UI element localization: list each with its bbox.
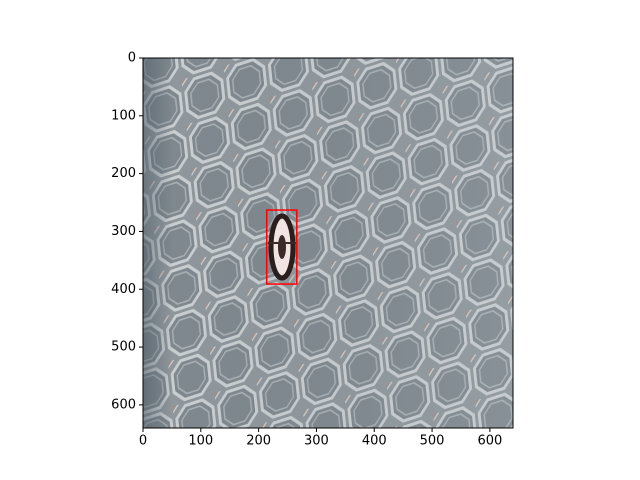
image — [143, 58, 513, 428]
x-tick-label: 300 — [304, 434, 329, 449]
axes-frame — [142, 57, 514, 429]
y-tick-label: 400 — [111, 282, 136, 297]
x-tick-label: 500 — [420, 434, 445, 449]
y-tick-label: 0 — [128, 51, 136, 66]
axes: 0 100 200 300 400 500 600 0 100 200 300 400 500 600 — [111, 51, 502, 449]
y-tick-label: 100 — [111, 108, 136, 123]
x-tick-label: 600 — [477, 434, 502, 449]
y-tick-label: 500 — [111, 340, 136, 355]
x-tick-label: 400 — [362, 434, 387, 449]
x-tick-label: 200 — [246, 434, 271, 449]
bounding-box — [265, 209, 298, 285]
y-tick-label: 600 — [111, 397, 136, 412]
x-tick-label: 0 — [139, 434, 147, 449]
x-tick-label: 100 — [188, 434, 213, 449]
y-tick-label: 200 — [111, 166, 136, 181]
y-tick-label: 300 — [111, 224, 136, 239]
